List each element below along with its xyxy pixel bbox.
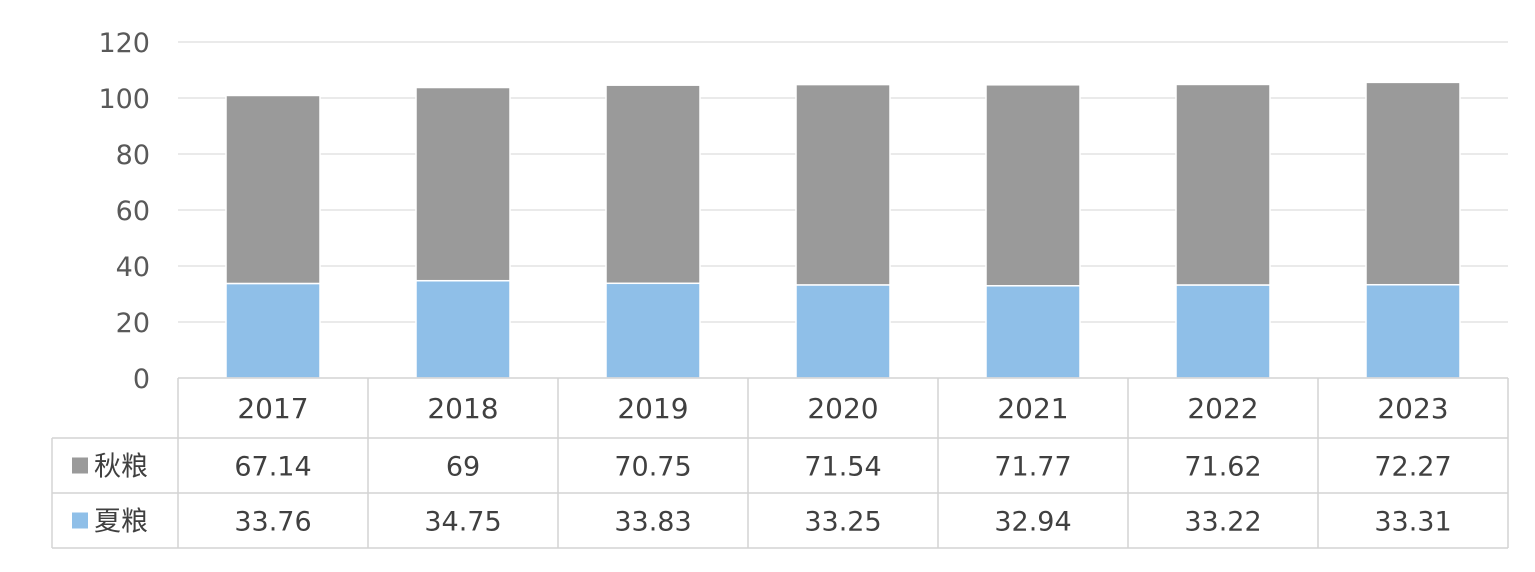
y-tick-label: 40 [116, 252, 150, 283]
data-table-value: 67.14 [234, 452, 311, 483]
data-table-value: 33.76 [234, 507, 311, 538]
legend-label: 秋粮 [94, 452, 148, 483]
y-tick-label: 0 [133, 364, 150, 395]
x-category-label: 2017 [237, 392, 308, 425]
x-category-label: 2018 [427, 392, 498, 425]
bar-segment-summer [985, 285, 1081, 379]
y-tick-label: 60 [116, 196, 150, 227]
x-category-label: 2019 [617, 392, 688, 425]
x-category-label: 2020 [807, 392, 878, 425]
data-table-value: 33.22 [1184, 507, 1261, 538]
bar-segment-autumn [1175, 83, 1271, 286]
legend-swatch [72, 512, 88, 529]
bar-segment-autumn [415, 86, 511, 282]
y-axis: 0 20 40 60 80 100 120 [98, 28, 150, 395]
data-table-value: 34.75 [424, 507, 501, 538]
data-table-value: 33.25 [804, 507, 881, 538]
data-table-value: 33.83 [614, 507, 691, 538]
bar-segment-autumn [1365, 81, 1461, 286]
bar-segment-summer [225, 282, 321, 379]
bar-segment-summer [795, 284, 891, 379]
bars [225, 81, 1461, 379]
data-table-value: 69 [446, 452, 480, 483]
bar-segment-summer [1175, 284, 1271, 379]
x-category-label: 2021 [997, 392, 1068, 425]
data-table-value: 71.54 [804, 452, 881, 483]
bar-segment-autumn [795, 83, 891, 286]
y-tick-label: 80 [116, 140, 150, 171]
bar-segment-summer [605, 282, 701, 379]
y-tick-label: 20 [116, 308, 150, 339]
bar-segment-summer [1365, 283, 1461, 379]
y-tick-label: 100 [98, 84, 150, 115]
data-table-value: 70.75 [614, 452, 691, 483]
bar-segment-summer [415, 279, 511, 379]
x-category-label: 2023 [1377, 392, 1448, 425]
data-table: 2017 2018 2019 2020 2021 2022 2023 秋粮 67.14 69 70.… [51, 377, 1509, 549]
data-table-value: 33.31 [1374, 507, 1451, 538]
y-tick-label: 120 [98, 28, 150, 59]
legend-swatch [72, 457, 88, 474]
legend-label: 夏粮 [94, 507, 148, 538]
bar-segment-autumn [605, 84, 701, 285]
bar-segment-autumn [225, 94, 321, 285]
data-table-value: 71.77 [994, 452, 1071, 483]
x-category-label: 2022 [1187, 392, 1258, 425]
data-table-value: 72.27 [1374, 452, 1451, 483]
data-table-value: 32.94 [994, 507, 1071, 538]
data-table-value: 71.62 [1184, 452, 1261, 483]
bar-segment-autumn [985, 84, 1081, 287]
